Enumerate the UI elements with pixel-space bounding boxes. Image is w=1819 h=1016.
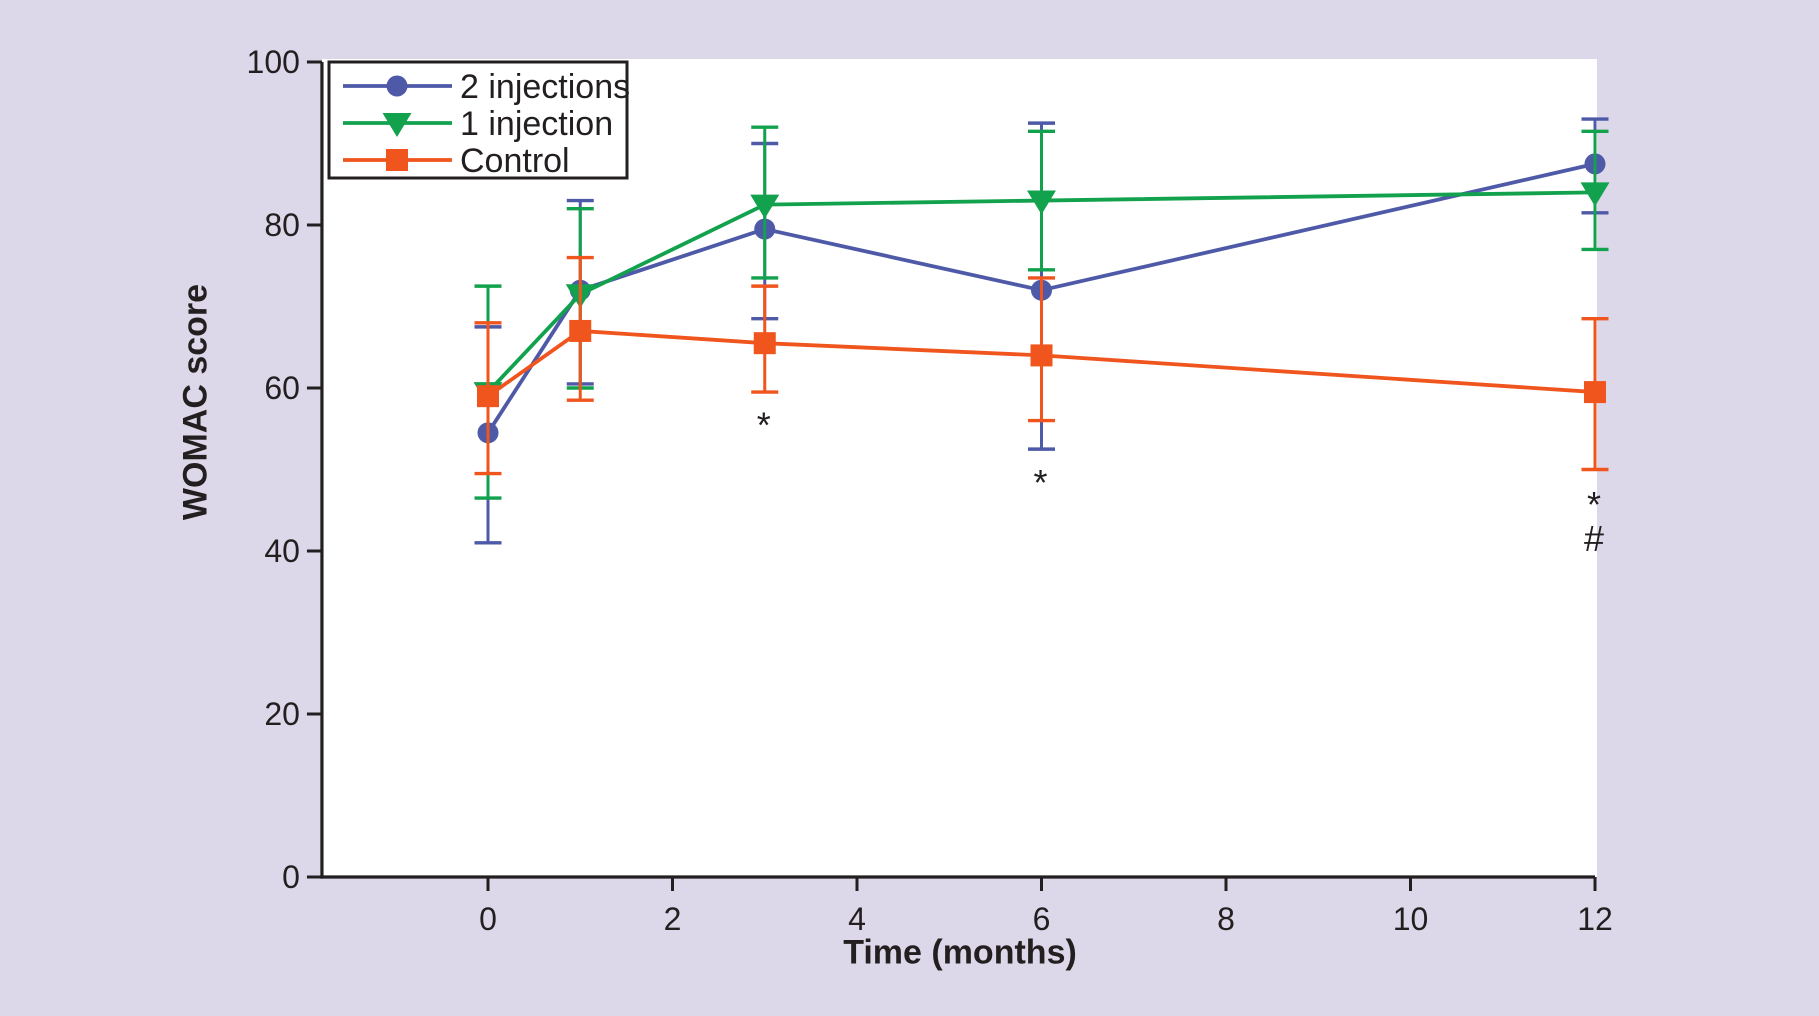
x-tick-label-4: 4 [848, 901, 866, 937]
annotation-asterisk-month-12: * [1587, 484, 1601, 525]
marker-triangle-down [1027, 190, 1056, 215]
y-tick-label-20: 20 [264, 696, 300, 732]
y-axis-title: WOMAC score [176, 283, 215, 521]
marker-square [753, 332, 776, 355]
marker-square [477, 385, 499, 408]
marker-square [569, 319, 592, 342]
marker-triangle-down [382, 113, 412, 137]
y-tick-label-0: 0 [282, 859, 300, 895]
legend-item-1-injection: 1 injection [343, 105, 613, 143]
legend-label: 2 injections [460, 68, 630, 106]
annotation-hash-month-12: # [1584, 518, 1604, 559]
marker-square [386, 149, 408, 171]
axes: 0 20 40 60 80 100 0 2 4 6 8 10 12 [247, 44, 1613, 937]
legend-label: 1 injection [460, 105, 613, 143]
marker-circle [386, 75, 408, 97]
x-tick-label-6: 6 [1033, 901, 1051, 937]
x-tick-label-2: 2 [664, 901, 682, 937]
x-tick-label-0: 0 [479, 901, 497, 937]
y-tick-label-80: 80 [264, 207, 300, 243]
legend-item-control: Control [343, 142, 570, 180]
legend-label: Control [460, 142, 570, 180]
x-axis-title: Time (months) [843, 933, 1077, 972]
x-tick-label-8: 8 [1217, 901, 1235, 937]
x-tick-label-12: 12 [1577, 901, 1613, 937]
y-tick-label-100: 100 [247, 44, 300, 80]
annotation-asterisk-month-6: * [1033, 462, 1047, 503]
marker-square [1584, 381, 1606, 404]
y-tick-label-40: 40 [264, 533, 300, 569]
marker-triangle-down [1580, 182, 1610, 207]
x-tick-label-10: 10 [1393, 901, 1429, 937]
marker-square [1030, 344, 1053, 367]
series-control [474, 255, 1609, 476]
plot-background [321, 59, 1598, 877]
marker-triangle-down [750, 194, 780, 219]
legend-item-2-injections: 2 injections [343, 68, 630, 106]
annotation-asterisk-month-3: * [757, 404, 771, 445]
y-tick-label-60: 60 [264, 370, 300, 406]
